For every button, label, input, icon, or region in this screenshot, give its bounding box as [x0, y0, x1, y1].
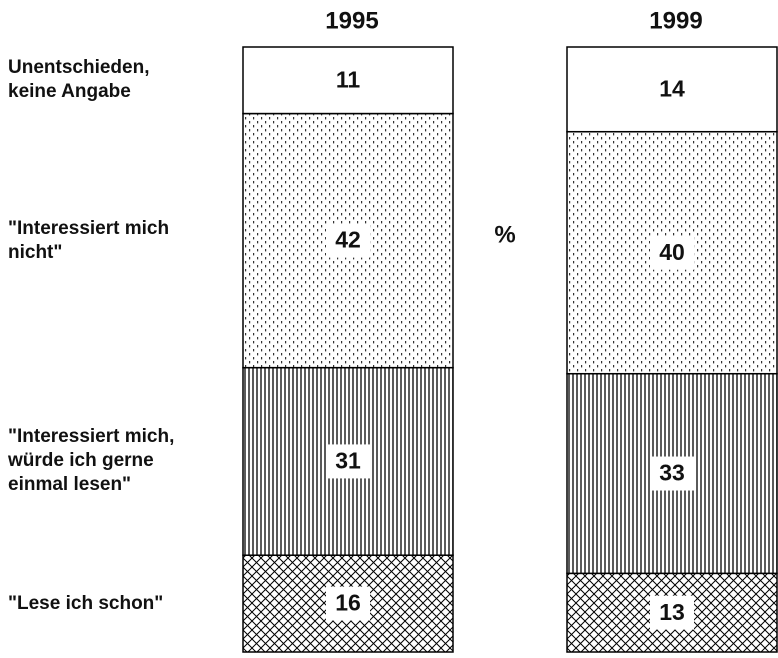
- value-label-bg: [326, 63, 370, 98]
- value-label: 31: [335, 448, 361, 474]
- legend-label: "Lese ich schon": [8, 592, 164, 614]
- value-label: 33: [659, 460, 685, 486]
- value-label: 11: [336, 66, 361, 92]
- value-label-bg: [326, 586, 370, 621]
- value-label-bg: [650, 595, 694, 630]
- value-label: 16: [335, 590, 361, 616]
- value-label: 42: [335, 227, 361, 253]
- unit-label: %: [494, 221, 515, 248]
- value-label: 40: [659, 239, 685, 265]
- value-label-bg: [326, 444, 370, 479]
- category-label: 1999: [649, 7, 702, 34]
- legend-label: "Interessiert mich nicht": [8, 217, 170, 263]
- value-label-bg: [650, 456, 694, 491]
- category-label: 1995: [325, 7, 378, 34]
- value-label-bg: [326, 223, 370, 258]
- value-label-bg: [650, 72, 694, 107]
- legend-label: Unentschieden, keine Angabe: [8, 57, 150, 103]
- value-label: 14: [659, 75, 685, 101]
- value-label-bg: [650, 235, 694, 270]
- legend-label: "Interessiert mich, würde ich gerne einm…: [8, 426, 175, 496]
- value-label: 13: [659, 599, 685, 625]
